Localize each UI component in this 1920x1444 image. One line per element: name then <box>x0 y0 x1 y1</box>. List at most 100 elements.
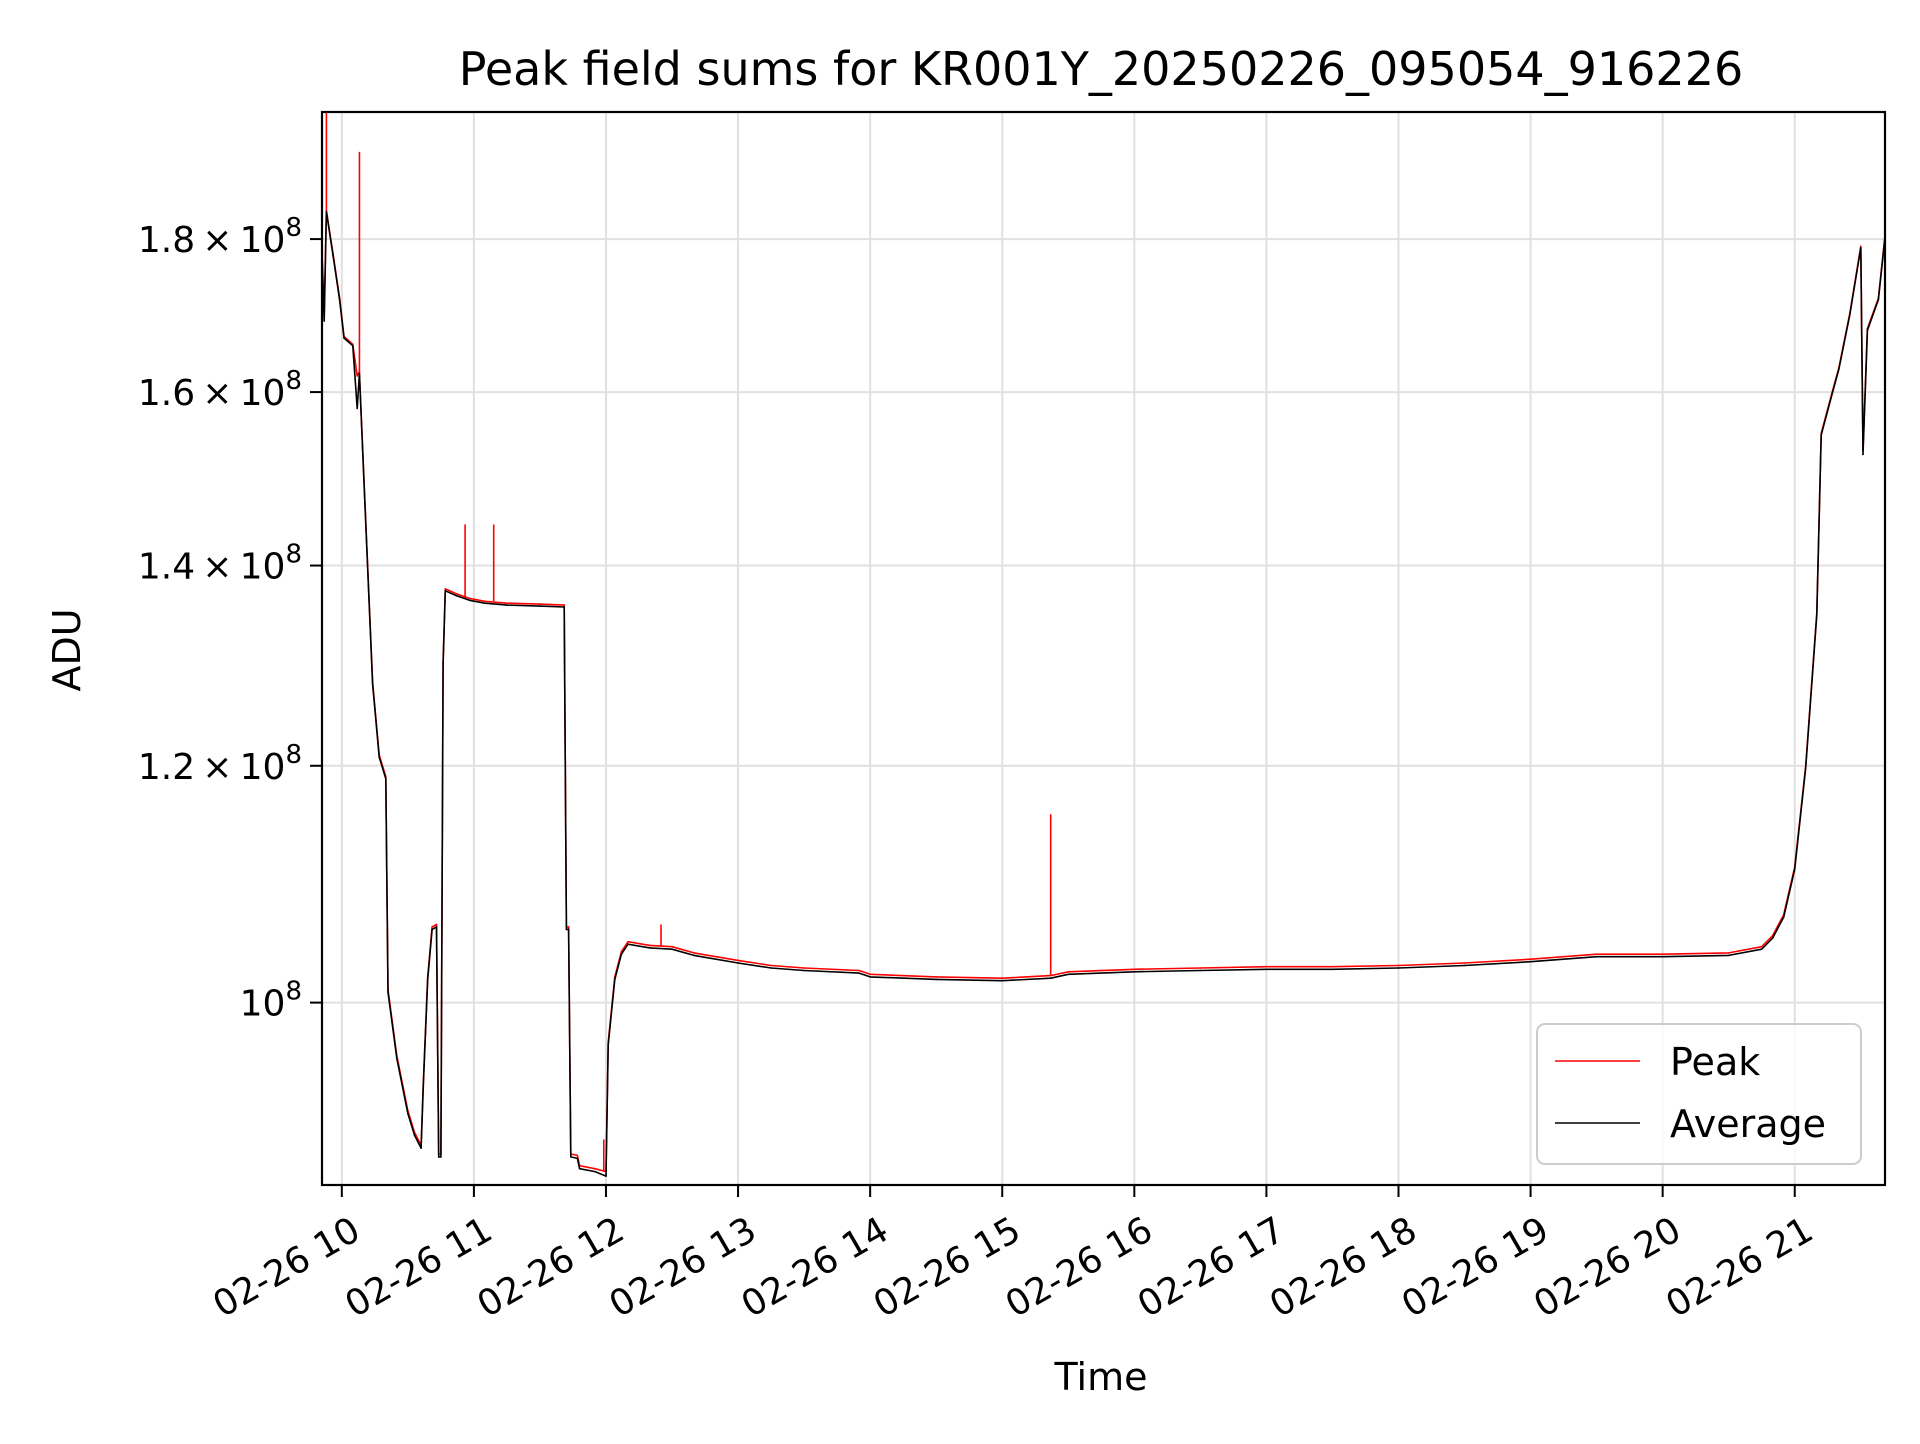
data-point <box>594 1170 596 1173</box>
data-point <box>442 663 444 665</box>
data-point <box>1331 965 1334 968</box>
x-tick-label: 02-26 20 <box>1527 1209 1688 1325</box>
data-point <box>358 372 361 375</box>
data-point <box>426 978 429 981</box>
data-point <box>1760 945 1763 948</box>
data-point <box>620 953 623 955</box>
data-point <box>1771 937 1774 939</box>
data-point <box>455 592 458 595</box>
data-point <box>1001 977 1003 979</box>
data-point <box>440 1156 442 1158</box>
x-tick-label: 02-26 12 <box>471 1209 632 1325</box>
y-tick-label: 1.2 × 108 <box>138 740 302 788</box>
data-point <box>539 605 541 607</box>
data-point <box>627 943 629 945</box>
grid <box>322 112 1885 1185</box>
data-point <box>1133 971 1136 973</box>
data-point <box>1067 971 1070 973</box>
data-point <box>607 1044 609 1046</box>
data-point <box>1463 964 1466 967</box>
data-point <box>1838 368 1840 371</box>
data-point <box>1804 767 1807 769</box>
data-point <box>1133 968 1136 971</box>
x-tick-label: 02-26 21 <box>1659 1209 1820 1325</box>
data-point <box>620 950 623 953</box>
data-point <box>1661 955 1664 958</box>
data-point <box>356 407 359 410</box>
data-point <box>323 320 326 322</box>
data-point <box>356 375 359 377</box>
data-point <box>563 604 565 606</box>
x-tick-label: 02-26 17 <box>1131 1209 1292 1325</box>
data-point <box>869 973 871 976</box>
x-tick-label: 02-26 19 <box>1395 1209 1556 1325</box>
data-point <box>468 597 471 600</box>
data-point <box>858 972 860 974</box>
data-point <box>858 969 860 972</box>
data-point <box>803 969 805 972</box>
data-point <box>1849 314 1851 316</box>
data-point <box>563 606 565 608</box>
data-point <box>1595 955 1598 958</box>
data-point <box>1782 916 1785 918</box>
y-axis-label: ADU <box>45 608 89 691</box>
data-point <box>468 599 471 602</box>
data-point <box>1595 953 1598 955</box>
data-point <box>565 928 568 931</box>
data-point <box>385 778 387 780</box>
data-point <box>444 590 447 592</box>
data-point <box>1265 968 1268 971</box>
data-point <box>1001 979 1003 982</box>
legend-label-average: Average <box>1670 1102 1826 1146</box>
data-point <box>325 211 328 213</box>
data-point <box>1529 960 1532 963</box>
data-point <box>1463 962 1466 964</box>
series-average <box>322 211 1885 1177</box>
data-point <box>649 944 651 947</box>
data-point <box>1831 392 1833 395</box>
data-point <box>869 976 871 978</box>
data-point <box>1397 967 1400 969</box>
data-point <box>1331 968 1334 971</box>
data-point <box>576 1154 579 1157</box>
x-tick-label: 02-26 10 <box>206 1209 367 1325</box>
data-point <box>420 1147 422 1149</box>
series-line <box>322 211 1885 1177</box>
x-tick-label: 02-26 16 <box>999 1209 1160 1325</box>
data-point <box>431 928 433 931</box>
legend: Peak Average <box>1536 1023 1862 1165</box>
data-point <box>1727 952 1730 954</box>
data-point <box>413 1134 416 1136</box>
data-point <box>576 1157 579 1160</box>
data-point <box>567 928 570 931</box>
data-point <box>1877 298 1880 301</box>
data-point <box>435 926 438 928</box>
data-point <box>1793 868 1796 871</box>
data-point <box>737 962 739 964</box>
series-peak <box>322 112 1885 1173</box>
data-point <box>1820 434 1822 436</box>
series-layer <box>322 112 1885 1177</box>
data-point <box>1816 613 1818 616</box>
data-point <box>1866 329 1869 332</box>
data-point <box>539 603 541 605</box>
chart-title: Peak field sums for KR001Y_20250226_0950… <box>459 42 1743 96</box>
data-point <box>935 978 937 981</box>
data-point <box>332 254 334 256</box>
data-point <box>1727 954 1730 957</box>
data-point <box>649 947 651 949</box>
data-point <box>770 964 772 967</box>
data-point <box>1661 953 1664 955</box>
x-axis-label: Time <box>1054 1355 1148 1399</box>
data-point <box>407 1112 409 1115</box>
data-point <box>1199 967 1202 969</box>
data-point <box>1199 969 1202 972</box>
data-point <box>363 476 365 479</box>
data-point <box>387 991 389 994</box>
data-point <box>1860 245 1862 248</box>
data-point <box>567 926 570 928</box>
data-point <box>444 588 447 590</box>
data-point <box>737 959 739 962</box>
x-tick-label: 02-26 15 <box>867 1209 1028 1325</box>
